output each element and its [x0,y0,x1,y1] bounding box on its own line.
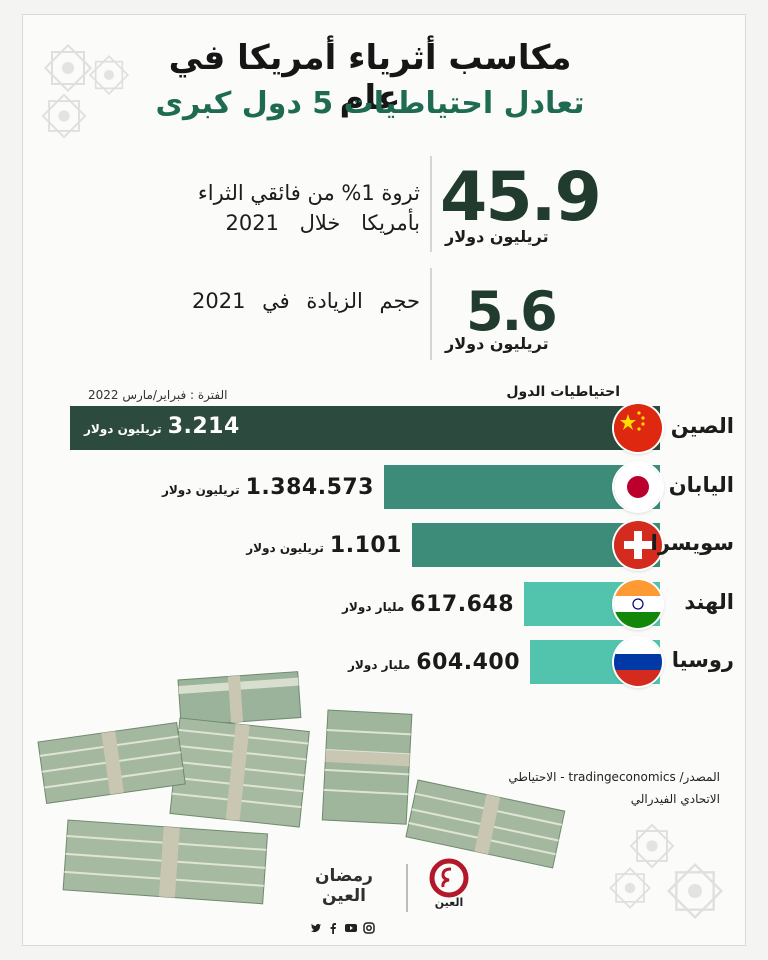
al-ain-logo-icon [429,858,469,898]
page-subtitle: تعادل احتياطيات 5 دول كبرى [155,86,585,121]
ornament-star-icon [43,43,93,93]
country-label: اليابان [668,472,734,497]
country-label: الصين [670,414,734,438]
money-stacks-illustration [37,671,566,905]
chart-title: احتياطيات الدول [506,384,620,400]
bar-value-label: 3.214 تريليون دولار [84,414,240,439]
bar-unit: مليار دولار [348,658,411,672]
ornament-star-icon [666,862,724,920]
bar-value-label: 617.648 مليار دولار [342,592,514,617]
bar-value-label: 1.384.573 تريليون دولار [162,475,374,500]
chart-period: الفترة : فبراير/مارس 2022 [88,388,228,402]
stat-divider [430,156,432,252]
source-line-1: المصدر/ tradingeconomics - الاحتياطي [508,770,720,784]
ramadan-logo: رمضان العين [315,866,373,906]
ornament-star-icon [41,93,87,139]
al-ain-logo-text: العين [434,896,464,909]
china-flag-icon [614,404,662,452]
logo-divider [406,864,408,912]
stat-1-text-line1: ثروة 1% من فائقي الثراء [197,181,420,205]
instagram-icon[interactable] [363,922,375,934]
facebook-icon[interactable] [327,922,339,934]
japan-flag-icon [614,462,662,511]
india-flag-icon [614,579,662,628]
stat-2-number: 5.6 [466,280,558,343]
bar-value: 3.214 [167,414,240,439]
russia-flag-icon [614,638,662,686]
bar-value: 617.648 [410,591,514,617]
footer-logos: رمضان العين العين [290,858,490,938]
stat-2-unit: تريليون دولار [445,334,549,353]
twitter-icon[interactable] [310,922,322,934]
bar-0 [70,406,660,450]
stat-divider [430,268,432,360]
bar-unit: تريليون دولار [161,482,240,497]
page-title: مكاسب أثرياء أمريكا في عام [168,38,572,118]
bar-value: 1.384.573 [245,474,374,500]
stat-1-number: 45.9 [440,158,602,237]
bar-value: 1.101 [329,533,402,558]
stat-1-text-line2: بأمريكا خلال 2021 [225,211,421,235]
country-label: روسيا [671,648,734,672]
country-label: الهند [684,589,734,614]
bar-unit: تريليون دولار [84,422,162,436]
stat-1-unit: تريليون دولار [445,227,549,246]
switzerland-flag-icon [614,521,662,569]
bar-unit: مليار دولار [342,599,405,614]
stat-2-text: حجم الزيادة في 2021 [192,289,420,313]
youtube-icon[interactable] [344,922,358,934]
bar-unit: تريليون دولار [246,541,324,555]
social-icons [310,922,375,934]
bar-value-label: 1.101 تريليون دولار [246,533,402,558]
bar-value: 604.400 [416,650,520,675]
source-line-2: الاتحادي الفيدرالي [630,792,720,806]
ornament-star-icon [88,54,130,96]
ornament-star-icon [609,867,651,909]
ornament-star-icon [629,823,675,869]
country-label: سويسرا [650,531,734,555]
bar-value-label: 604.400 مليار دولار [348,650,520,675]
al-ain-logo: العين [422,858,476,914]
